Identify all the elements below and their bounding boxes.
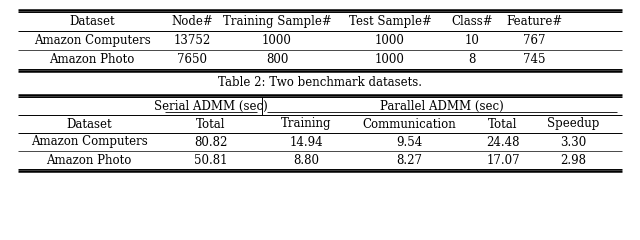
Text: Class#: Class#	[451, 15, 493, 28]
Text: 3.30: 3.30	[560, 136, 586, 149]
Text: 767: 767	[523, 34, 545, 47]
Text: 8: 8	[468, 53, 476, 66]
Text: 1000: 1000	[375, 53, 405, 66]
Text: 9.54: 9.54	[396, 136, 422, 149]
Text: 24.48: 24.48	[486, 136, 520, 149]
Text: 10: 10	[465, 34, 479, 47]
Text: 8.27: 8.27	[396, 154, 422, 167]
Text: 1000: 1000	[262, 34, 292, 47]
Text: Training Sample#: Training Sample#	[223, 15, 332, 28]
Text: 14.94: 14.94	[289, 136, 323, 149]
Text: 745: 745	[523, 53, 545, 66]
Text: Communication: Communication	[362, 118, 456, 131]
Text: Serial ADMM (sec): Serial ADMM (sec)	[154, 100, 268, 113]
Text: Parallel ADMM (sec): Parallel ADMM (sec)	[380, 100, 504, 113]
Text: 2.98: 2.98	[560, 154, 586, 167]
Text: Amazon Computers: Amazon Computers	[31, 136, 147, 149]
Text: Total: Total	[488, 118, 518, 131]
Text: Dataset: Dataset	[66, 118, 112, 131]
Text: Test Sample#: Test Sample#	[349, 15, 431, 28]
Text: 50.81: 50.81	[195, 154, 228, 167]
Text: 17.07: 17.07	[486, 154, 520, 167]
Text: Amazon Computers: Amazon Computers	[34, 34, 150, 47]
Text: Amazon Photo: Amazon Photo	[49, 53, 134, 66]
Text: 13752: 13752	[173, 34, 211, 47]
Text: 80.82: 80.82	[195, 136, 228, 149]
Text: Table 2: Two benchmark datasets.: Table 2: Two benchmark datasets.	[218, 76, 422, 89]
Text: Training: Training	[281, 118, 332, 131]
Text: Speedup: Speedup	[547, 118, 599, 131]
Text: 7650: 7650	[177, 53, 207, 66]
Text: Dataset: Dataset	[69, 15, 115, 28]
Text: 1000: 1000	[375, 34, 405, 47]
Text: Feature#: Feature#	[506, 15, 562, 28]
Text: 8.80: 8.80	[293, 154, 319, 167]
Text: Total: Total	[196, 118, 226, 131]
Text: 800: 800	[266, 53, 288, 66]
Text: Amazon Photo: Amazon Photo	[46, 154, 132, 167]
Text: Node#: Node#	[171, 15, 213, 28]
